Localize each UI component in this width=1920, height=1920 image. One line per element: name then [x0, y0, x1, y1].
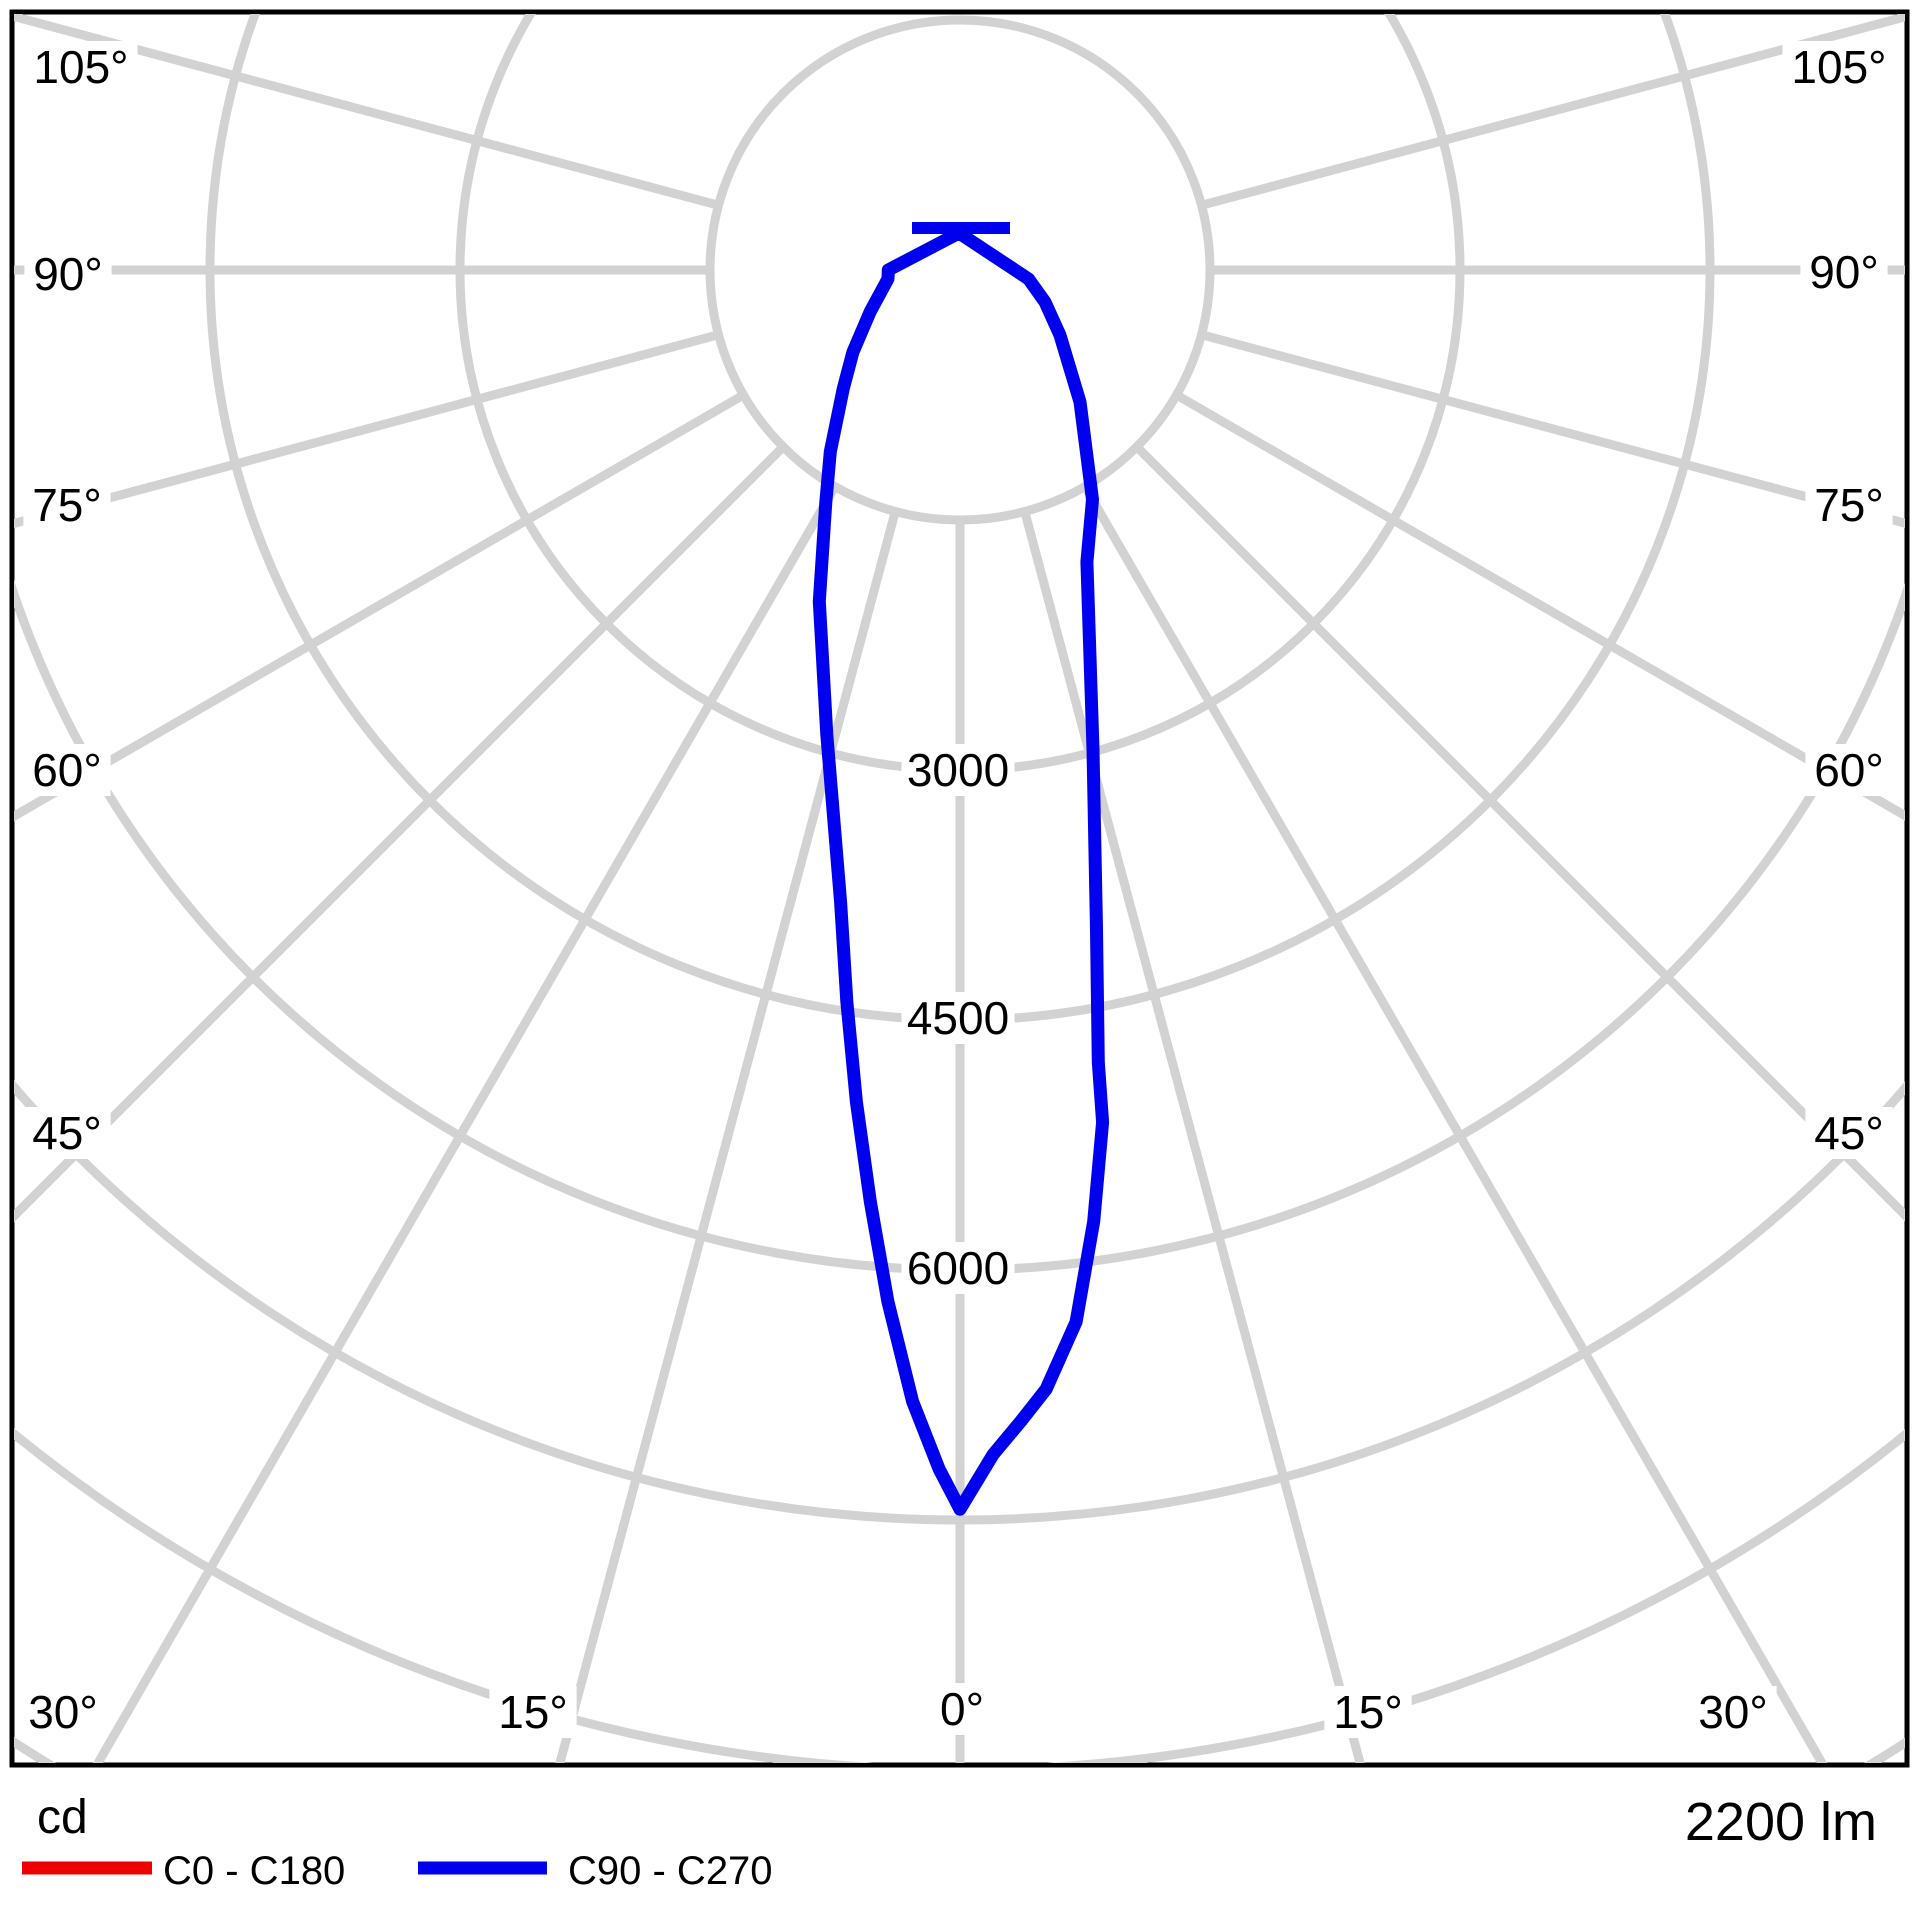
angle-label-60deg: 60°: [32, 744, 102, 796]
angle-label-60deg: 60°: [1814, 744, 1884, 796]
angle-label-0deg: 0°: [940, 1683, 984, 1735]
intensity-curves: [812, 222, 1110, 1516]
grid-radial-60: [14, 391, 746, 822]
angle-label-30deg: 30°: [28, 1686, 98, 1738]
angle-label-15deg: 15°: [498, 1686, 568, 1738]
angle-label-90deg-bg: [24, 248, 112, 300]
angle-label-105deg-bg: [24, 41, 138, 93]
grid-radial-105: [1200, 14, 1905, 210]
angle-label-30deg: 30°: [1698, 1686, 1768, 1738]
angle-label-75deg-bg: [1805, 479, 1893, 531]
footer: cd 2200 lm C0 - C180 C90 - C270: [22, 1791, 1877, 1893]
angle-label-30deg-bg: [19, 1686, 107, 1738]
angle-label-105deg: 105°: [1791, 41, 1886, 93]
luminous-flux-label: 2200 lm: [1685, 1792, 1877, 1852]
angle-label-15deg-bg: [489, 1686, 577, 1738]
grid-radial-30: [1081, 484, 1828, 1763]
angle-label-105deg: 105°: [33, 41, 128, 93]
angle-label-45deg-bg: [23, 1107, 111, 1159]
angle-label-45deg: 45°: [1814, 1107, 1884, 1159]
angle-label-60deg-bg: [1805, 744, 1893, 796]
ring-label-3000-bg: [901, 744, 1015, 796]
grid-radial-15: [1020, 510, 1365, 1763]
legend-label-c90-c270: C90 - C270: [568, 1849, 773, 1893]
angle-label-45deg: 45°: [32, 1107, 102, 1159]
angle-label-15deg-bg: [1324, 1686, 1412, 1738]
angle-label-75deg-bg: [23, 479, 111, 531]
angle-label-60deg-bg: [23, 744, 111, 796]
angle-label-105deg-bg: [1782, 41, 1896, 93]
legend-label-c0-c180: C0 - C180: [163, 1849, 345, 1893]
grid-radial-45: [1133, 443, 1905, 1222]
ring-label-3000: 3000: [907, 744, 1009, 796]
grid-radial-45: [14, 443, 787, 1223]
grid-radial-15: [555, 510, 900, 1763]
angle-label-30deg-bg: [1689, 1686, 1777, 1738]
grid-radial-105: [14, 14, 720, 210]
grid-radial-60: [1174, 391, 1905, 821]
angle-label-90deg: 90°: [33, 248, 103, 300]
grid-radial-30: [92, 484, 839, 1763]
angle-label-75deg: 75°: [1814, 479, 1884, 531]
angle-label-0deg-bg: [931, 1683, 993, 1735]
angle-label-15deg: 15°: [1333, 1686, 1403, 1738]
angle-label-75deg: 75°: [32, 479, 102, 531]
ring-label-6000: 6000: [907, 1242, 1009, 1294]
ring-label-4500: 4500: [907, 992, 1009, 1044]
axis-labels: 105° 90° 75° 60° 45° 105° 90° 75° 60° 45° 30° 15° 0°…: [19, 41, 1896, 1738]
ring-label-6000-bg: [901, 1242, 1015, 1294]
angle-label-45deg-bg: [1805, 1107, 1893, 1159]
unit-label: cd: [37, 1791, 88, 1844]
angle-label-90deg: 90°: [1809, 246, 1879, 298]
ring-label-4500-bg: [901, 992, 1015, 1044]
grid-radial-75: [14, 330, 720, 529]
curve-c90-c270: [812, 226, 1110, 1516]
angle-label-90deg-bg: [1800, 246, 1888, 298]
grid-radial-75: [1200, 330, 1905, 528]
